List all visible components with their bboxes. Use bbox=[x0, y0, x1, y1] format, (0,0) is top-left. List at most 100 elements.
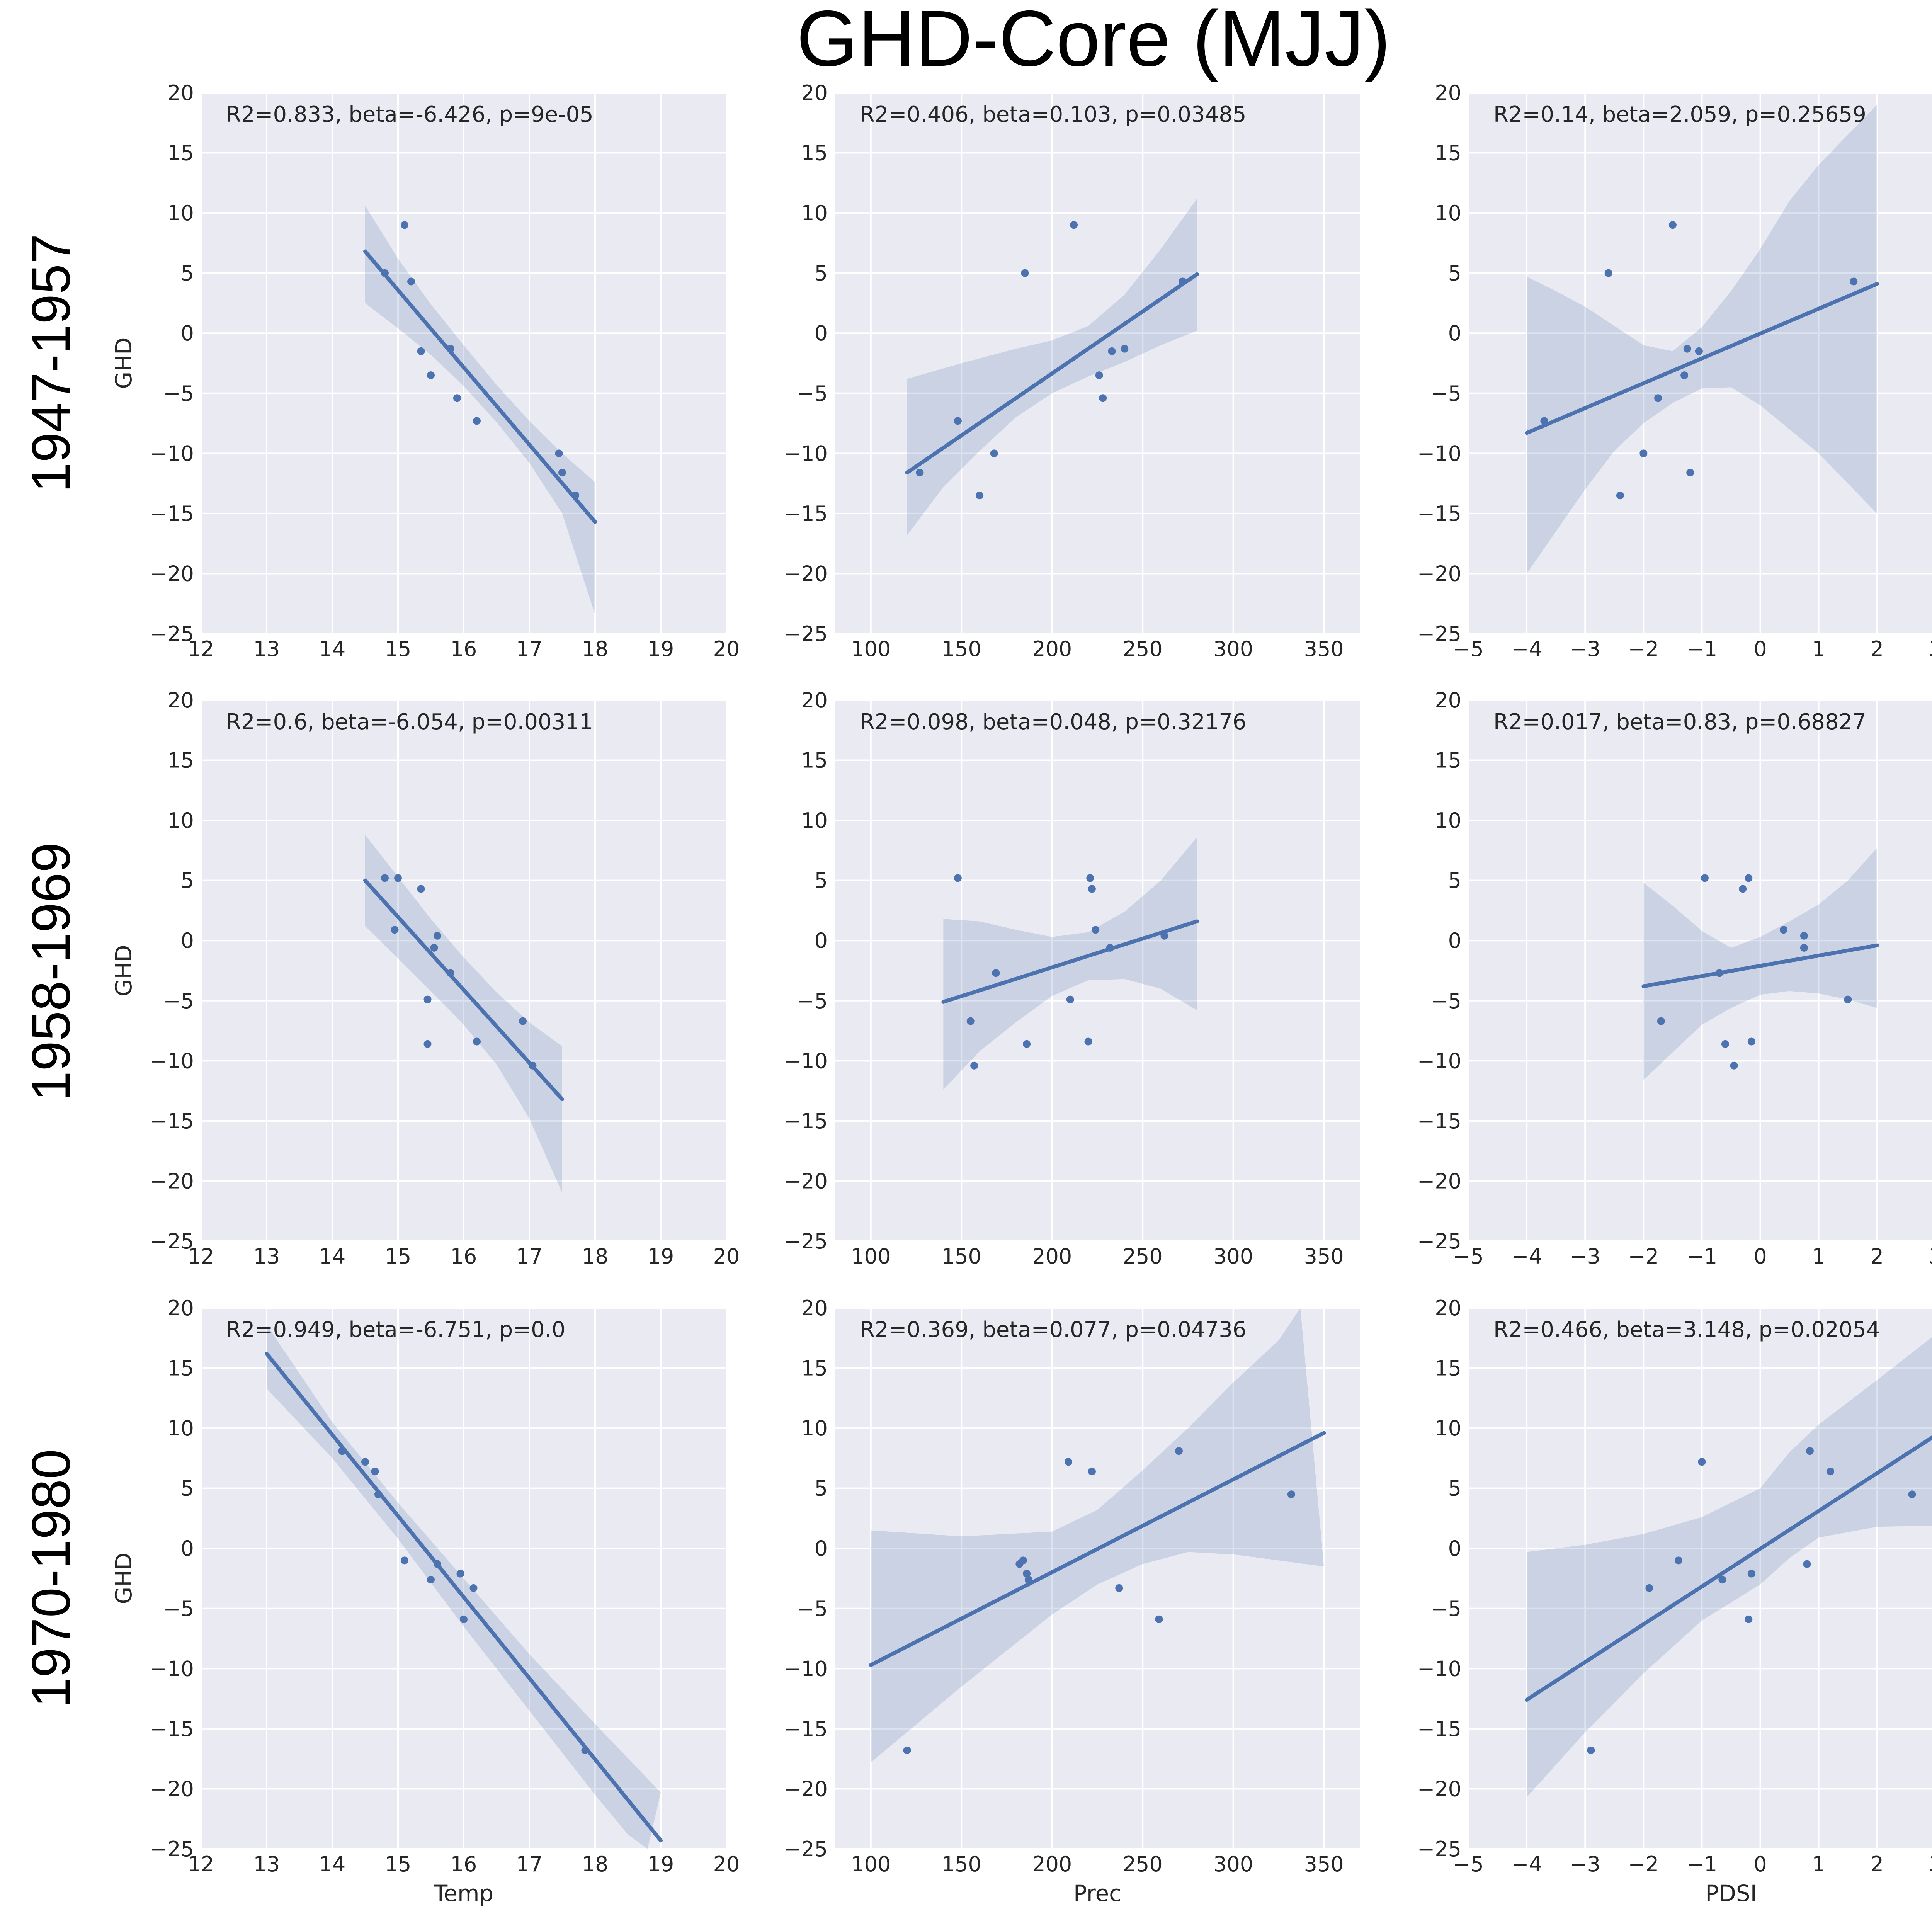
y-tick-label: 0 bbox=[815, 929, 828, 953]
data-point bbox=[1686, 469, 1694, 477]
data-point bbox=[1175, 1447, 1183, 1455]
x-tick-label: 150 bbox=[942, 1244, 981, 1269]
panel-r1-c2: 100 150 200 250 300 350 −25 −20 −15 −10 −5 0 5 10 15 20… bbox=[784, 81, 1360, 661]
data-point bbox=[447, 969, 454, 977]
y-tick-label: 0 bbox=[181, 929, 194, 953]
y-tick-label: 0 bbox=[181, 321, 194, 345]
data-point bbox=[407, 277, 415, 286]
x-tick-label: 15 bbox=[385, 1852, 412, 1876]
x-tick-label: 1 bbox=[1812, 1244, 1825, 1269]
data-point bbox=[417, 885, 425, 893]
regression-line bbox=[265, 1352, 663, 1843]
x-tick-label: −3 bbox=[1570, 1244, 1600, 1269]
y-tick-label: 15 bbox=[167, 748, 194, 773]
y-tick-label: 20 bbox=[801, 688, 828, 713]
y-tick-label: 15 bbox=[1435, 748, 1461, 773]
data-point bbox=[990, 449, 998, 457]
x-tick-label: 17 bbox=[516, 637, 543, 661]
y-tick-label: −10 bbox=[150, 1049, 194, 1073]
confidence-band bbox=[365, 206, 595, 615]
y-tick-label: −10 bbox=[784, 1656, 828, 1681]
y-tick-label: 10 bbox=[1435, 808, 1461, 833]
data-point bbox=[1616, 492, 1624, 500]
y-tick-label: −15 bbox=[1417, 502, 1461, 526]
plot-background bbox=[1468, 700, 1932, 1241]
y-tick-label: 10 bbox=[801, 1416, 828, 1440]
y-tick-label: 15 bbox=[1435, 1356, 1461, 1381]
x-tick-label: 200 bbox=[1032, 1244, 1072, 1269]
y-tick-label: −25 bbox=[784, 1229, 828, 1253]
y-tick-label: −10 bbox=[1417, 441, 1461, 466]
data-point bbox=[469, 1584, 478, 1592]
y-tick-label: 0 bbox=[1448, 1536, 1461, 1561]
x-tick-label: 20 bbox=[713, 637, 740, 661]
y-tick-label: 0 bbox=[1448, 321, 1461, 345]
data-point bbox=[447, 345, 454, 353]
y-tick-label: −25 bbox=[150, 1229, 194, 1253]
x-tick-label: 18 bbox=[582, 1244, 609, 1269]
y-tick-label: 10 bbox=[167, 201, 194, 225]
x-tick-label: 19 bbox=[648, 637, 674, 661]
row-label-1947-1957: 1947-1957 bbox=[20, 234, 81, 493]
y-tick-label: 0 bbox=[1448, 929, 1461, 953]
x-tick-label: 2 bbox=[1871, 1852, 1884, 1876]
plot-background bbox=[835, 1308, 1360, 1849]
data-point bbox=[460, 1615, 468, 1623]
y-tick-label: −20 bbox=[1417, 561, 1461, 586]
data-point bbox=[423, 1040, 432, 1048]
y-tick-label: 10 bbox=[1435, 1416, 1461, 1440]
x-tick-label: −4 bbox=[1511, 1244, 1542, 1269]
data-point bbox=[1747, 1037, 1755, 1046]
x-tick-label: 18 bbox=[582, 637, 609, 661]
x-tick-label: 17 bbox=[516, 1244, 543, 1269]
x-tick-label: −1 bbox=[1687, 1244, 1718, 1269]
data-point bbox=[1718, 1576, 1726, 1584]
data-point bbox=[1800, 944, 1808, 952]
panel-r1-c3: −5−4−3−2−101234−25−20−15−10−505101520R2=… bbox=[1417, 81, 1932, 661]
data-point bbox=[1844, 995, 1852, 1003]
data-point bbox=[903, 1746, 911, 1754]
x-tick-label: 19 bbox=[648, 1244, 674, 1269]
x-tick-label: 18 bbox=[582, 1852, 609, 1876]
data-point bbox=[1086, 874, 1094, 882]
y-tick-label: −10 bbox=[150, 1656, 194, 1681]
y-tick-label: 20 bbox=[167, 688, 194, 713]
y-tick-label: −15 bbox=[784, 502, 828, 526]
x-tick-label: 150 bbox=[942, 1852, 981, 1876]
x-tick-label: 20 bbox=[713, 1244, 740, 1269]
x-tick-label: 13 bbox=[253, 637, 280, 661]
stats-annotation: R2=0.098, beta=0.048, p=0.32176 bbox=[860, 709, 1247, 735]
data-point bbox=[1826, 1468, 1834, 1476]
x-tick-label: 250 bbox=[1123, 637, 1163, 661]
y-tick-label: 15 bbox=[801, 141, 828, 165]
x-tick-label: 19 bbox=[648, 1852, 674, 1876]
x-tick-label: 3 bbox=[1929, 637, 1932, 661]
data-point bbox=[401, 1556, 408, 1565]
data-point bbox=[1730, 1061, 1738, 1070]
data-point bbox=[1121, 345, 1129, 353]
data-point bbox=[1095, 371, 1103, 379]
x-tick-label: 1 bbox=[1812, 1852, 1825, 1876]
y-tick-label: 15 bbox=[801, 748, 828, 773]
data-point bbox=[1115, 1584, 1123, 1592]
data-point bbox=[381, 269, 389, 277]
x-tick-label: −5 bbox=[1453, 1852, 1484, 1876]
y-tick-label: −20 bbox=[150, 1169, 194, 1193]
x-tick-label: −2 bbox=[1628, 1852, 1659, 1876]
data-point bbox=[1639, 449, 1648, 457]
x-tick-label: 1 bbox=[1812, 637, 1825, 661]
data-point bbox=[1806, 1447, 1814, 1455]
data-point bbox=[1088, 885, 1096, 893]
data-point bbox=[571, 492, 579, 500]
x-tick-label: 14 bbox=[319, 1244, 346, 1269]
confidence-band bbox=[1527, 105, 1877, 574]
data-point bbox=[1780, 926, 1787, 934]
plot-background bbox=[835, 93, 1360, 634]
x-tick-label: 100 bbox=[851, 637, 891, 661]
data-point bbox=[1540, 417, 1548, 425]
y-tick-label: −15 bbox=[1417, 1717, 1461, 1741]
x-tick-label: 350 bbox=[1304, 1244, 1344, 1269]
data-point bbox=[1021, 269, 1029, 277]
y-tick-label: 0 bbox=[815, 1536, 828, 1561]
y-tick-label: −15 bbox=[784, 1109, 828, 1133]
